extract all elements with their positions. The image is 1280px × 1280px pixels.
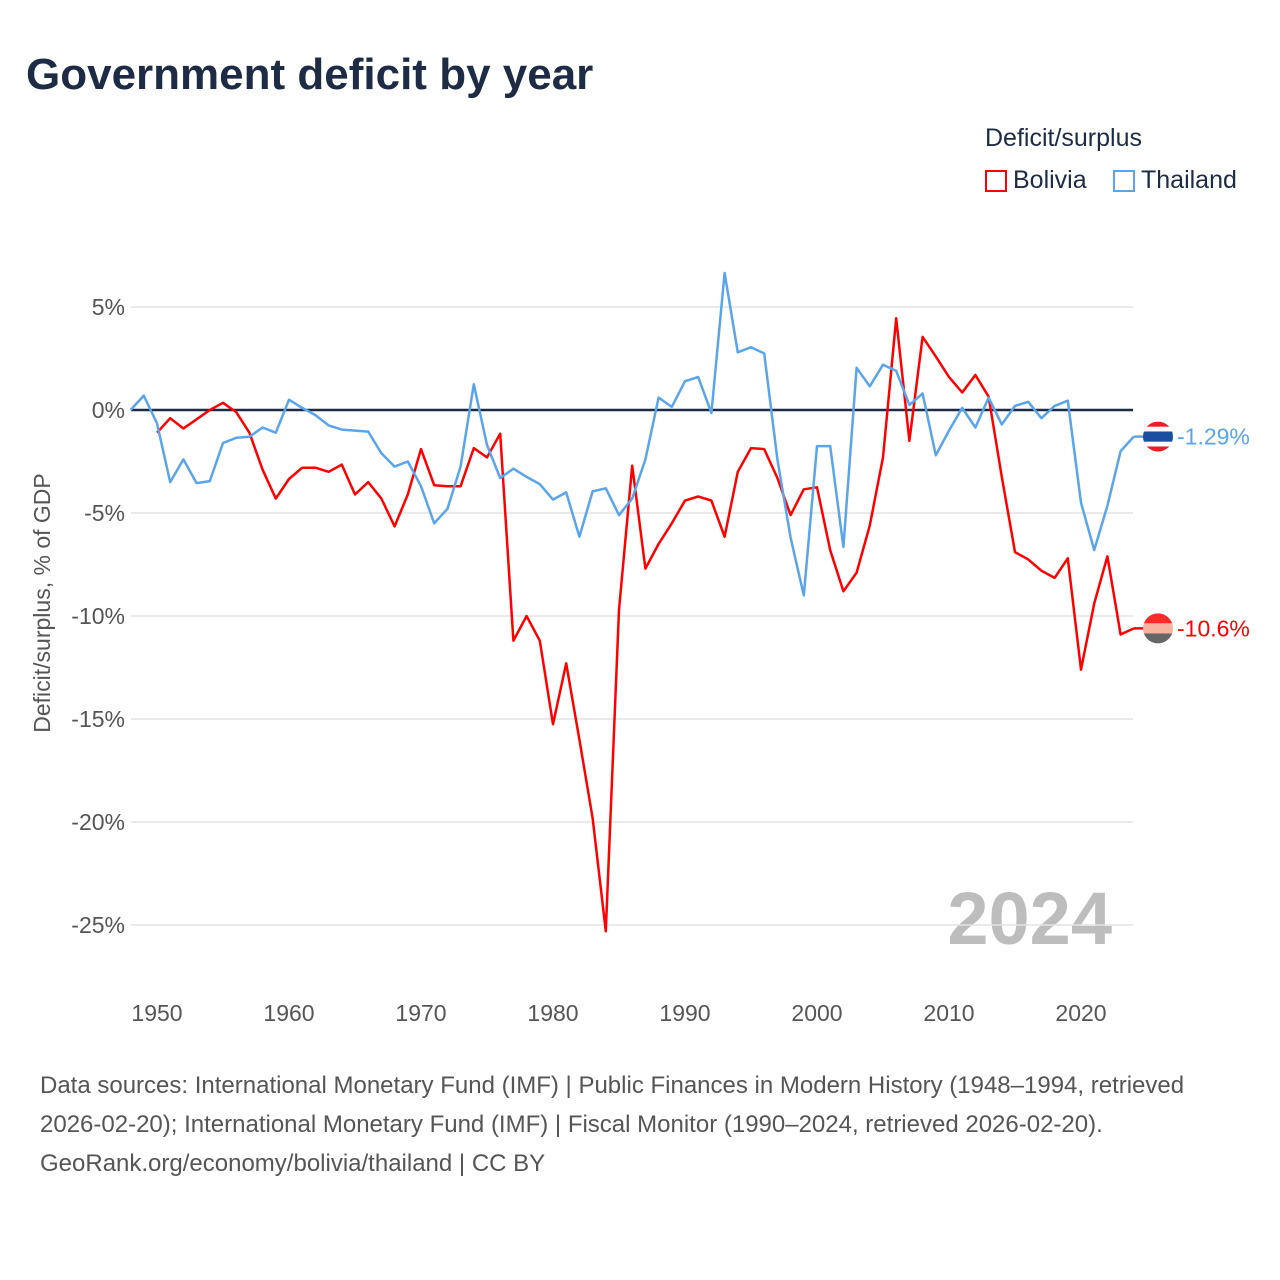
legend-label-thailand: Thailand [1141, 166, 1237, 194]
flag-band [1143, 426, 1173, 432]
x-tick-label: 2010 [923, 1000, 974, 1026]
year-watermark: 2024 [947, 877, 1112, 960]
chart-title: Government deficit by year [26, 50, 594, 99]
flag-band [1143, 431, 1173, 443]
x-tick-label: 1970 [395, 1000, 446, 1026]
legend-label-bolivia: Bolivia [1013, 166, 1087, 194]
y-tick-label: -15% [71, 706, 125, 732]
y-tick-label: -10% [71, 603, 125, 629]
y-tick-label: -5% [84, 500, 125, 526]
legend-swatch-thailand [1113, 169, 1135, 192]
y-tick-label: -20% [71, 809, 125, 835]
flag-band [1143, 446, 1173, 452]
footer: Data sources: International Monetary Fun… [40, 1066, 1240, 1183]
x-tick-label: 1990 [659, 1000, 710, 1026]
x-tick-label: 1980 [527, 1000, 578, 1026]
flag-band [1143, 633, 1173, 644]
series-line-bolivia [156, 317, 1135, 933]
end-label-thailand: -1.29% [1177, 424, 1250, 450]
y-tick-label: 5% [92, 294, 125, 320]
legend-title: Deficit/surplus [985, 124, 1142, 152]
end-label-bolivia: -10.6% [1177, 615, 1250, 641]
flag-band [1143, 613, 1173, 624]
series-line-thailand [129, 271, 1135, 597]
legend-item-thailand[interactable]: Thailand [1113, 166, 1237, 195]
legend-item-bolivia[interactable]: Bolivia [985, 166, 1087, 195]
x-tick-label: 2000 [791, 1000, 842, 1026]
y-tick-label: -25% [71, 912, 125, 938]
legend-swatch-bolivia [985, 169, 1007, 192]
x-tick-label: 1960 [263, 1000, 314, 1026]
y-tick-label: 0% [92, 397, 125, 423]
y-axis-label: Deficit/surplus, % of GDP [29, 473, 55, 732]
x-tick-label: 2020 [1055, 1000, 1106, 1026]
x-tick-label: 1950 [131, 1000, 182, 1026]
flag-band [1143, 441, 1173, 447]
flag-band [1143, 421, 1173, 428]
data-sources: Data sources: International Monetary Fun… [40, 1072, 1185, 1138]
bolivia-flag-icon [1143, 613, 1173, 644]
thailand-flag-icon [1143, 421, 1173, 452]
credit-link[interactable]: GeoRank.org/economy/bolivia/thailand | C… [40, 1150, 546, 1177]
flag-band [1143, 623, 1173, 634]
